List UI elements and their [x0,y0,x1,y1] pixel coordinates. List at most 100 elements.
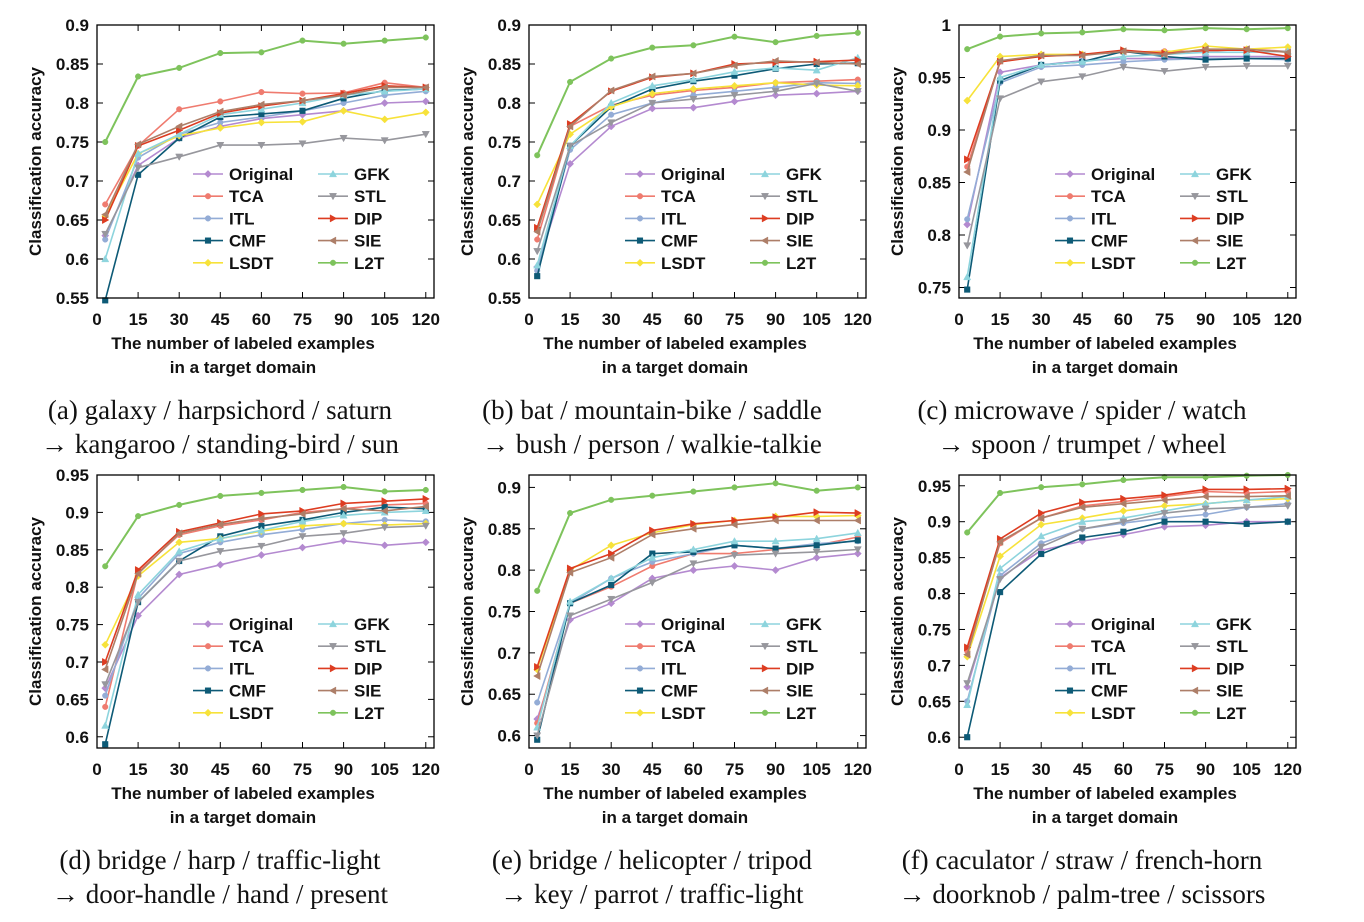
data-point-gfk [648,81,657,89]
data-point-l2t [964,46,971,53]
data-point-lsdt [963,96,972,105]
x-tick-label: 60 [684,760,703,779]
legend-entry-l2t: L2T [750,254,817,273]
legend-label: LSDT [229,254,274,273]
data-point-original [216,560,225,569]
caption-line: (a) galaxy / harpsichord / saturn [47,395,393,425]
x-tick-label: 75 [1155,760,1174,779]
data-point-sie [1283,48,1291,57]
legend-entry-gfk: GFK [750,615,823,634]
data-point-sie [771,516,779,525]
data-point-sie [1119,47,1127,56]
series-stl [533,80,862,256]
data-point-l2t [690,488,697,495]
data-point-sie [1201,492,1209,501]
data-point-stl [101,230,110,239]
data-point-l2t [772,480,779,487]
data-point-cmf [1202,518,1209,525]
data-point-lsdt [996,552,1005,561]
chart-panel-f: 0.6 0.65 0.7 0.75 0.8 0.85 0.9 0.95 0 15 30 45 60 75 9… [862,450,1302,909]
data-point-gfk [730,67,739,75]
data-point-l2t [258,489,265,497]
figure-caption: (e) bridge / helicopter / tripod → key / … [432,843,872,911]
data-point-l2t [1243,472,1250,479]
series-line-l2t [104,36,426,143]
data-point-l2t [135,513,142,520]
data-point-original [566,159,575,168]
data-point-stl [648,99,657,108]
data-point-lsdt [175,538,184,547]
data-point-original [339,536,348,545]
legend-entry-cmf: CMF [625,682,698,701]
caption-line: (e) bridge / helicopter / tripod [491,845,813,875]
data-point-stl [175,153,184,161]
data-point-l2t [217,50,224,57]
data-point-sie [101,210,109,219]
data-point-stl [689,560,698,568]
x-tick-label: 120 [412,310,440,329]
data-point-l2t [422,486,429,494]
y-tick-label: 0.85 [488,520,521,539]
data-point-sie [963,650,971,659]
data-point-gfk [1037,60,1046,69]
x-axis-title: The number of labeled examples [111,784,375,803]
legend-label: CMF [229,682,266,701]
data-point-dip [1284,484,1292,493]
legend-entry-gfk: GFK [750,165,823,184]
legend-entry-tca: TCA [193,187,264,206]
data-point-gfk [175,547,184,555]
legend-marker [1190,643,1200,651]
legend-entry-gfk: GFK [318,165,391,184]
data-point-dip [1202,485,1210,494]
y-tick-label: 1 [942,16,951,35]
data-point-dip [381,497,389,506]
legend-entry-gfk: GFK [1180,165,1253,184]
legend-marker [329,259,337,266]
legend-marker [1191,664,1200,673]
data-point-stl [1037,543,1046,551]
data-point-stl [853,546,862,554]
data-point-dip [1120,494,1128,503]
data-point-tca [176,106,183,113]
data-point-gfk [134,149,143,157]
data-point-gfk [101,721,110,729]
legend-marker [1066,215,1074,222]
y-axis-title: Classification accuracy [888,516,907,706]
legend-marker [636,687,644,694]
data-point-itl [964,216,971,223]
series-line-tca [104,81,426,205]
legend-entry-cmf: CMF [625,232,698,251]
data-point-l2t [422,34,429,41]
legend-label: STL [1216,637,1248,656]
data-point-original [812,89,821,98]
data-point-l2t [1120,26,1127,33]
legend-marker [636,193,644,200]
legend-label: STL [1216,187,1248,206]
data-point-l2t [217,492,224,499]
data-point-gfk [566,597,575,605]
y-tick-label: 0.8 [927,585,951,604]
legend-entry-tca: TCA [625,637,696,656]
data-point-dip [854,509,862,518]
legend-entry-stl: STL [750,637,818,656]
data-point-stl [963,680,972,688]
x-axis-title: in a target domain [602,808,748,827]
x-tick-label: 0 [524,310,533,329]
y-tick-label: 0.9 [927,513,951,532]
legend-marker [1190,193,1200,201]
data-point-l2t [1038,30,1045,37]
data-point-original [853,549,862,558]
data-point-dip [102,215,110,225]
series-l2t [102,483,429,570]
chart-panel-b: 0.55 0.6 0.65 0.7 0.75 0.8 0.85 0.9 0 15 30 45 60 75 9… [432,0,872,459]
data-point-lsdt [298,117,307,126]
data-point-dip [1243,485,1251,494]
data-point-sie [380,83,388,92]
data-point-sie [1037,514,1045,523]
data-point-stl [730,92,739,100]
y-tick-label: 0.75 [918,279,951,298]
legend-entry-sie: SIE [750,682,813,701]
data-point-l2t [534,152,541,159]
series-sie [963,45,1291,177]
x-tick-label: 45 [211,760,230,779]
